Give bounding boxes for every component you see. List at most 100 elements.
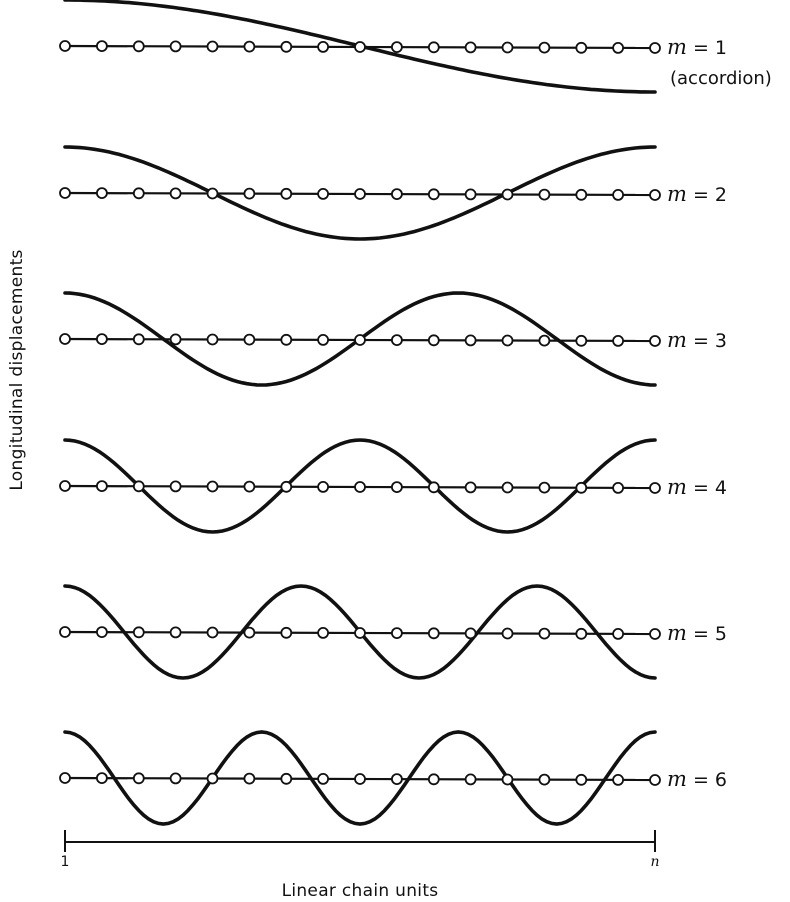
displacement-wave	[63, 438, 657, 534]
chain-unit	[169, 480, 182, 493]
chain-unit	[243, 187, 256, 200]
chain-unit	[538, 627, 551, 640]
mode-label: m = 4	[667, 475, 727, 499]
mode-label: m = 5	[667, 621, 727, 645]
chain-unit	[59, 480, 71, 492]
chain-unit	[243, 480, 256, 493]
chain-unit	[206, 187, 219, 200]
chain-unit	[132, 40, 145, 53]
chain-unit	[59, 40, 71, 52]
chain-unit	[206, 626, 219, 639]
chain-unit	[243, 772, 256, 785]
chain-unit	[612, 628, 624, 640]
chain-unit	[649, 335, 661, 347]
chain-unit	[538, 334, 551, 347]
chain-unit	[132, 626, 145, 639]
chain-unit	[649, 42, 661, 54]
mode-label: m = 6	[667, 767, 727, 791]
chain-unit	[575, 188, 588, 201]
chain-unit	[612, 481, 624, 494]
chain-unit	[427, 41, 440, 54]
chain-unit	[649, 482, 661, 494]
chain-unit	[206, 480, 219, 493]
x-axis-title: Linear chain units	[282, 881, 439, 901]
chain-unit	[354, 627, 366, 639]
chain-unit	[206, 40, 219, 53]
mode-label: m = 1	[667, 35, 727, 59]
chain-unit	[280, 626, 293, 639]
chain-unit	[575, 334, 588, 347]
chain-unit	[280, 480, 293, 493]
chain-unit	[132, 333, 145, 346]
chain-unit	[390, 188, 403, 201]
chain-unit	[59, 626, 71, 638]
chain-unit	[243, 626, 256, 639]
displacement-wave	[63, 145, 657, 241]
chain-unit	[390, 41, 403, 53]
chain-unit	[243, 40, 256, 53]
chain-unit	[575, 627, 588, 640]
chain-unit	[464, 773, 477, 786]
modes-layer: m = 1 (accordion) m = 2 m = 3 m = 4 m = 5 m = …	[59, 0, 772, 826]
chain-unit	[206, 333, 219, 346]
chain-unit	[280, 772, 293, 785]
chain-unit	[538, 41, 551, 54]
chain-unit	[649, 628, 661, 640]
chain-unit	[317, 187, 330, 200]
chain-unit	[59, 772, 71, 784]
chain-unit	[464, 41, 477, 54]
chain-unit	[612, 774, 624, 786]
chain-unit	[649, 189, 661, 201]
axis-start-label: 1	[61, 854, 70, 870]
chain-unit	[169, 772, 182, 785]
chain-unit	[354, 773, 366, 785]
chain-unit	[354, 41, 366, 53]
chain-unit	[317, 627, 330, 639]
chain-unit	[575, 41, 588, 54]
chain-unit	[464, 188, 477, 201]
chain-unit	[390, 627, 403, 639]
chain-unit	[501, 481, 514, 494]
chain-unit	[501, 41, 514, 54]
chain-unit	[59, 187, 71, 199]
mode-row: m = 2	[59, 145, 727, 241]
chain-unit	[317, 773, 330, 785]
chain-unit	[612, 42, 624, 54]
chain-unit	[132, 480, 145, 493]
mode-row: m = 3	[59, 291, 727, 387]
chain-unit	[96, 187, 108, 200]
chain-unit	[96, 480, 108, 493]
chain-unit	[280, 40, 293, 53]
chain-unit	[427, 334, 440, 347]
y-axis-title: Longitudinal displacements	[7, 249, 27, 490]
chain-extent-bracket	[64, 830, 656, 852]
chain-unit	[317, 41, 330, 53]
chain-unit	[464, 334, 477, 347]
chain-unit	[501, 188, 514, 201]
chain-unit	[354, 481, 366, 493]
mode-row: m = 1 (accordion)	[59, 0, 772, 94]
chain-unit	[206, 772, 219, 785]
chain-unit	[538, 773, 551, 786]
chain-unit	[464, 627, 477, 640]
mode-row: m = 6	[59, 730, 727, 826]
chain-unit	[612, 188, 624, 201]
chain-unit	[612, 334, 624, 347]
chain-unit	[132, 187, 145, 200]
axis-end-label: n	[650, 854, 659, 870]
chain-unit	[649, 774, 661, 786]
chain-unit	[280, 333, 293, 346]
chain-unit	[96, 40, 108, 52]
chain-unit	[427, 773, 440, 786]
chain-unit	[96, 772, 108, 784]
chain-unit	[243, 333, 256, 346]
chain-unit	[501, 627, 514, 640]
chain-unit	[427, 627, 440, 640]
chain-unit	[464, 481, 477, 494]
chain-unit	[280, 187, 293, 200]
chain-unit	[575, 773, 588, 786]
mode-note: (accordion)	[670, 68, 772, 89]
mode-row: m = 5	[59, 584, 727, 680]
chain-unit	[427, 481, 440, 494]
